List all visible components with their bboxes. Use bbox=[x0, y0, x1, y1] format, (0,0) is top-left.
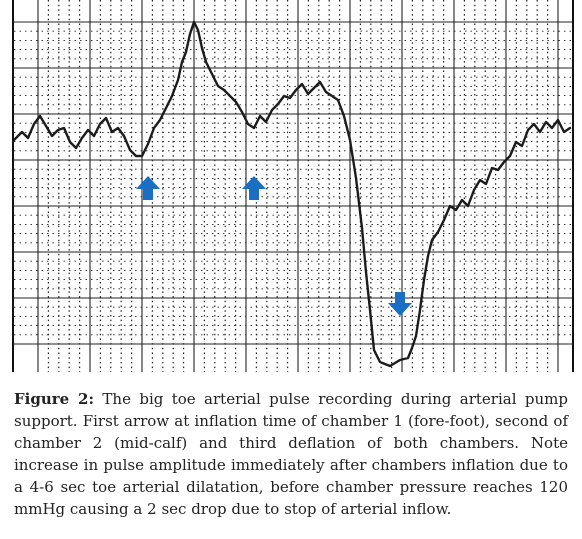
figure-label: Figure 2: bbox=[14, 390, 95, 408]
inflation-arrow-chamber-1 bbox=[136, 176, 160, 200]
deflation-arrow-both-chambers bbox=[388, 292, 412, 316]
recording-grid bbox=[14, 0, 572, 372]
pulse-recording-image bbox=[12, 0, 574, 372]
figure-caption: Figure 2: The big toe arterial pulse rec… bbox=[14, 388, 568, 520]
figure-caption-text: The big toe arterial pulse recording dur… bbox=[14, 390, 568, 518]
pulse-trace bbox=[14, 20, 572, 368]
pulse-recording-plot bbox=[14, 0, 572, 372]
inflation-arrow-chamber-2 bbox=[242, 176, 266, 200]
